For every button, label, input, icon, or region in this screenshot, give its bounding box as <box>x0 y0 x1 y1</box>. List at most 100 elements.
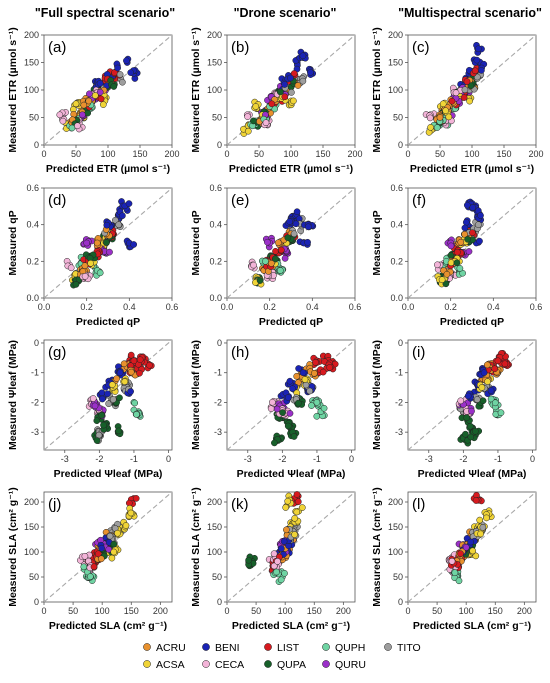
point-acsa <box>284 497 292 505</box>
point-acsa <box>477 530 484 538</box>
y-tick-label: 150 <box>24 522 39 532</box>
y-tick-label: 200 <box>388 497 403 507</box>
point-list <box>136 356 144 364</box>
x-tick-label: -1 <box>494 454 502 464</box>
point-tito <box>109 396 117 403</box>
point-beni <box>473 56 481 64</box>
point-list <box>472 497 480 504</box>
x-tick-label: 150 <box>315 149 330 159</box>
point-beni <box>127 388 134 395</box>
point-acsa <box>484 378 491 385</box>
point-acru <box>275 239 282 247</box>
point-quph <box>131 399 139 407</box>
y-tick-label: -1 <box>214 368 222 378</box>
point-beni <box>289 385 296 393</box>
point-list <box>460 94 468 101</box>
point-qupa <box>447 252 455 259</box>
x-tick-label: 0 <box>349 454 354 464</box>
point-beni <box>477 212 484 219</box>
point-qupa <box>466 422 474 430</box>
point-acsa <box>290 97 297 105</box>
y-tick-label: -2 <box>31 397 39 407</box>
point-ceca <box>434 261 441 269</box>
point-beni <box>99 395 106 403</box>
y-tick-label: 100 <box>24 85 39 95</box>
y-tick-label: -3 <box>395 427 403 437</box>
point-quru <box>273 405 281 413</box>
y-tick-label: 200 <box>24 30 39 40</box>
legend-label-qupa: QUPA <box>277 659 306 671</box>
y-axis-label: Measured SLA (cm² g⁻¹) <box>371 487 383 607</box>
point-beni <box>295 365 302 372</box>
point-list <box>130 357 138 365</box>
point-list <box>501 360 509 368</box>
point-acru <box>461 230 468 238</box>
y-axis-label: Measured qP <box>371 210 383 275</box>
point-acsa <box>478 384 486 391</box>
panel-label: (g) <box>48 344 66 361</box>
point-ceca <box>244 113 251 120</box>
point-quph <box>455 577 463 585</box>
point-quru <box>91 402 99 410</box>
point-beni <box>114 64 121 72</box>
point-ceca <box>56 111 64 119</box>
y-tick-label: 200 <box>207 30 222 40</box>
point-ceca <box>448 557 456 565</box>
x-tick-label: 100 <box>464 149 479 159</box>
point-quph <box>80 563 88 571</box>
x-tick-label: 200 <box>336 606 351 616</box>
point-list <box>146 361 153 369</box>
y-tick-label: 50 <box>29 572 39 582</box>
y-tick-label: 0.6 <box>390 183 403 193</box>
point-acru <box>457 238 465 246</box>
point-ceca <box>270 562 278 570</box>
point-list <box>97 95 105 103</box>
point-beni <box>487 387 495 394</box>
point-tito <box>299 77 307 85</box>
point-qupa <box>462 430 469 438</box>
x-tick-label: 0 <box>405 606 410 616</box>
point-beni <box>281 81 288 88</box>
panel-c: 00 50 50 100 100 150 150 200 200 (c) Predicted ETR… <box>371 27 544 175</box>
legend-label-quph: QUPH <box>335 642 365 654</box>
point-acru <box>120 360 128 368</box>
legend-label-acsa: ACSA <box>156 659 185 671</box>
point-acsa <box>298 504 306 511</box>
point-quph <box>451 569 459 577</box>
legend-marker-acru <box>143 643 151 651</box>
legend-label-ceca: CECA <box>215 659 244 671</box>
point-qupa <box>276 88 284 96</box>
panel-f: 0.00.0 0.2 0.2 0.4 0.4 0.6 0.6 (f) Predicted qP M… <box>371 183 542 328</box>
point-quph <box>276 267 284 274</box>
panel-label: (a) <box>48 39 66 56</box>
point-ceca <box>89 395 97 402</box>
panel-g: -3 -3 -2 -2 -1 -1 0 0 (g) Predicted Ψleaf (MPa) Me… <box>7 338 173 480</box>
x-tick-label: 100 <box>100 149 115 159</box>
panel-d: 0.00.0 0.2 0.2 0.4 0.4 0.6 0.6 (d) Predicted qP M… <box>7 183 178 328</box>
x-tick-label: 150 <box>307 606 322 616</box>
legend-marker-ceca <box>202 660 210 668</box>
x-tick-label: 0.6 <box>530 302 543 312</box>
point-list <box>454 248 461 256</box>
x-tick-label: 100 <box>283 149 298 159</box>
point-quph <box>262 257 269 265</box>
point-beni <box>462 218 470 226</box>
point-beni <box>284 394 292 401</box>
point-quru <box>83 239 91 247</box>
point-qupa <box>72 281 80 288</box>
point-qupa <box>463 414 471 422</box>
point-list <box>312 358 319 366</box>
point-beni <box>119 212 126 220</box>
point-beni <box>475 45 482 53</box>
panel-h: -3 -3 -2 -2 -1 -1 0 0 (h) Predicted Ψleaf (MPa) Me… <box>190 338 356 480</box>
y-tick-label: 0 <box>398 338 403 348</box>
point-qupa <box>284 422 292 430</box>
legend-marker-quru <box>322 660 330 668</box>
legend-label-quru: QURU <box>335 659 366 671</box>
panel-label: (d) <box>48 192 66 209</box>
point-beni <box>280 538 288 545</box>
point-beni <box>286 377 294 385</box>
point-qupa <box>467 82 475 90</box>
x-tick-label: 50 <box>432 606 442 616</box>
point-tito <box>288 89 295 96</box>
